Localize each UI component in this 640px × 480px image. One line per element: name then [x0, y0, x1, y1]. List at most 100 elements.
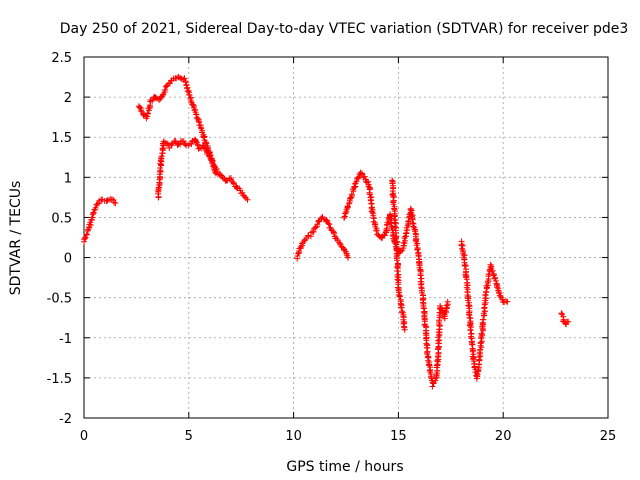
data-point: [331, 230, 337, 237]
data-point: [378, 234, 384, 241]
y-tick-labels: -2 -1.5 -1 -0.5 0 0.5 1 1.5 2 2.5: [47, 51, 72, 427]
data-point: [396, 293, 403, 300]
x-tick-label: 0: [80, 429, 88, 444]
data-point: [201, 134, 207, 141]
data-point: [361, 173, 368, 180]
data-point: [444, 298, 451, 305]
data-point: [211, 166, 217, 172]
data-point: [186, 92, 193, 98]
data-point: [494, 284, 501, 291]
data-point: [426, 367, 433, 374]
data-point: [394, 257, 400, 264]
data-point: [370, 218, 377, 225]
data-point: [212, 169, 218, 176]
y-tick-label: -1.5: [47, 372, 72, 387]
data-point: [478, 330, 485, 337]
data-point: [381, 232, 388, 239]
data-point: [394, 238, 401, 245]
y-tick-label: -1: [59, 332, 72, 347]
x-tick-label: 20: [495, 429, 512, 444]
data-point: [230, 179, 237, 186]
data-point: [558, 310, 565, 317]
data-point: [355, 174, 362, 181]
y-tick-label: -2: [59, 412, 72, 427]
data-point: [213, 170, 219, 177]
y-tick-label: 1: [64, 171, 72, 186]
data-point: [483, 295, 490, 302]
data-point: [435, 334, 442, 341]
data-point: [421, 313, 428, 320]
data-point: [158, 153, 165, 160]
data-point: [341, 214, 348, 221]
data-point: [465, 302, 472, 309]
data-point: [202, 139, 209, 146]
data-point: [325, 220, 332, 227]
data-point: [489, 267, 496, 274]
y-tick-label: 0: [64, 252, 72, 267]
data-point: [162, 83, 169, 90]
data-point: [459, 245, 466, 252]
x-tick-label: 5: [185, 429, 193, 444]
data-point: [162, 87, 169, 93]
data-point: [565, 318, 572, 325]
data-point: [410, 223, 417, 230]
data-point: [149, 97, 156, 104]
data-point: [190, 101, 197, 108]
data-point: [425, 357, 432, 364]
x-tick-labels: 0 5 10 15 20 25: [80, 429, 616, 444]
y-tick-label: 2.5: [51, 51, 72, 66]
data-point: [341, 247, 348, 254]
data-point: [144, 110, 151, 117]
data-point: [480, 316, 487, 323]
x-tick-label: 25: [600, 429, 617, 444]
x-tick-label: 15: [390, 429, 407, 444]
data-point: [89, 214, 96, 221]
data-point: [90, 209, 97, 216]
data-point: [181, 75, 188, 82]
data-point: [336, 239, 342, 246]
data-point: [435, 329, 442, 335]
data-point: [241, 194, 248, 200]
chart-title: Day 250 of 2021, Sidereal Day-to-day VTE…: [60, 21, 629, 37]
data-point: [94, 200, 101, 207]
data-point: [188, 141, 195, 147]
data-point: [203, 140, 210, 147]
data-point: [478, 338, 485, 345]
data-point: [413, 242, 420, 249]
data-point: [409, 220, 416, 227]
data-point: [82, 234, 89, 241]
data-point: [112, 200, 119, 206]
data-point: [504, 298, 511, 305]
data-point: [467, 327, 474, 334]
data-series-sdtvar: [81, 73, 572, 390]
axis-ticks: [83, 56, 609, 419]
x-axis-label: GPS time / hours: [286, 459, 403, 475]
data-point: [400, 320, 407, 327]
data-point: [175, 73, 182, 80]
grid-lines: [84, 57, 608, 418]
y-axis-label: SDTVAR / TECUs: [8, 181, 24, 296]
data-point: [414, 246, 421, 253]
data-point: [443, 302, 450, 309]
data-point: [401, 326, 408, 333]
data-point: [369, 209, 376, 216]
y-tick-label: 2: [64, 91, 72, 106]
data-point: [348, 191, 355, 198]
y-tick-label: 1.5: [51, 131, 72, 146]
data-point: [162, 139, 168, 146]
data-point: [559, 311, 566, 318]
data-point: [244, 196, 251, 203]
data-point: [345, 254, 352, 261]
data-point: [429, 383, 436, 390]
data-point: [83, 231, 90, 238]
data-point: [92, 204, 99, 211]
data-point: [233, 184, 240, 190]
data-point: [394, 276, 401, 283]
plot-frame: [83, 56, 609, 419]
data-point: [239, 189, 246, 196]
data-point: [207, 156, 214, 163]
y-tick-label: -0.5: [47, 292, 72, 307]
y-tick-label: 0.5: [51, 211, 72, 226]
data-point: [483, 288, 490, 295]
